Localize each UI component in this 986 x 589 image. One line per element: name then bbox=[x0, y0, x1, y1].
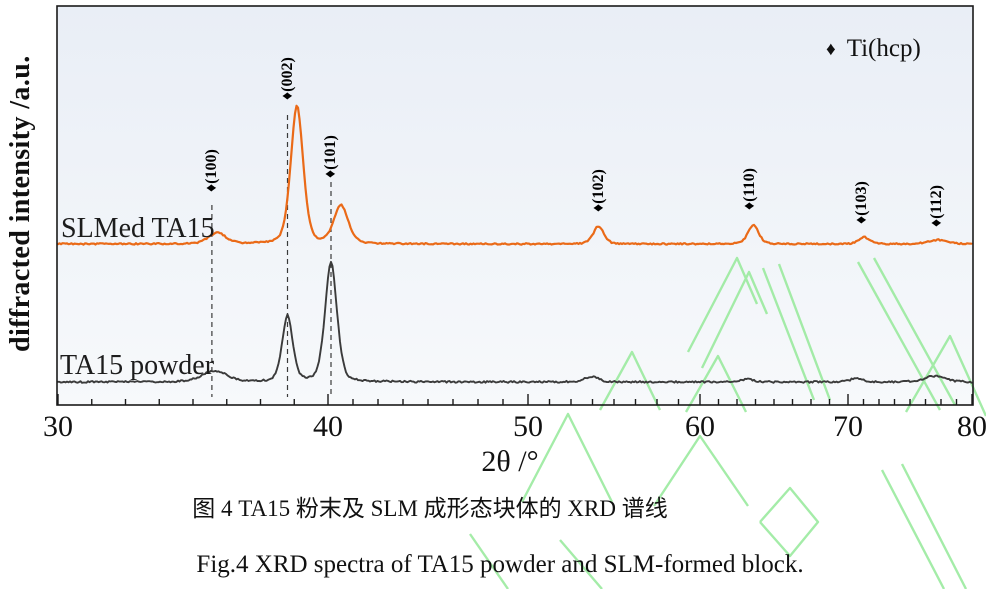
watermark-stroke bbox=[684, 354, 748, 413]
peak-label-101: ♦(101) bbox=[322, 135, 339, 178]
xrd-curves bbox=[56, 104, 973, 384]
y-axis-label: diffracted intensity /a.u. bbox=[5, 55, 36, 352]
x-axis-label: 2θ /° bbox=[481, 445, 539, 478]
watermark-stroke bbox=[598, 350, 662, 411]
x-tick-label-60: 60 bbox=[685, 410, 715, 443]
legend-label: Ti(hcp) bbox=[846, 35, 921, 62]
peak-label-002: ♦(002) bbox=[278, 57, 296, 100]
plot-frame bbox=[56, 5, 974, 406]
xrd-curve-ta15-powder bbox=[57, 260, 973, 384]
peak-label-100: ♦(100) bbox=[202, 149, 220, 192]
watermark-stroke bbox=[759, 486, 820, 558]
dashed-guides bbox=[211, 115, 332, 397]
watermark-stroke bbox=[652, 434, 749, 507]
x-tick-label-50: 50 bbox=[513, 410, 543, 443]
peak-label-103: ♦(103) bbox=[852, 181, 870, 224]
x-tick-label-30: 30 bbox=[43, 410, 73, 443]
watermark-stroke bbox=[904, 334, 986, 417]
watermark-stroke bbox=[520, 412, 614, 503]
plot-background bbox=[57, 6, 973, 405]
watermark-stroke bbox=[872, 257, 957, 406]
watermark-stroke bbox=[856, 261, 942, 411]
series-label-ta15-powder: TA15 powder bbox=[60, 350, 215, 381]
legend: ♦ Ti(hcp) bbox=[826, 36, 921, 61]
caption-english: Fig.4 XRD spectra of TA15 powder and SLM… bbox=[196, 551, 804, 578]
watermark-stroke bbox=[761, 267, 816, 401]
peak-label-110: ♦(110) bbox=[741, 168, 759, 210]
peak-label-112: ♦(112) bbox=[928, 185, 946, 227]
watermark-stroke bbox=[777, 263, 832, 401]
axis-ticks bbox=[57, 394, 973, 405]
watermark-stroke bbox=[900, 463, 968, 589]
caption-chinese: 图 4 TA15 粉末及 SLM 成形态块体的 XRD 谱线 bbox=[192, 496, 668, 521]
watermark-stroke bbox=[880, 469, 946, 589]
watermark-stroke bbox=[700, 270, 769, 369]
watermark-stroke bbox=[559, 539, 603, 589]
x-tick-label-40: 40 bbox=[313, 410, 343, 443]
diamond-marker-icon: ♦ bbox=[826, 39, 836, 60]
x-tick-label-70: 70 bbox=[833, 410, 863, 443]
x-tick-label-80: 80 bbox=[957, 410, 986, 443]
series-label-slmed-ta15: SLMed TA15 bbox=[61, 213, 215, 244]
watermark-stroke bbox=[469, 533, 509, 589]
peak-label-102: ♦(102) bbox=[589, 169, 607, 212]
watermark-pattern bbox=[469, 256, 986, 589]
watermark-stroke bbox=[686, 256, 759, 353]
xrd-curve-slmed-ta15 bbox=[56, 104, 973, 246]
